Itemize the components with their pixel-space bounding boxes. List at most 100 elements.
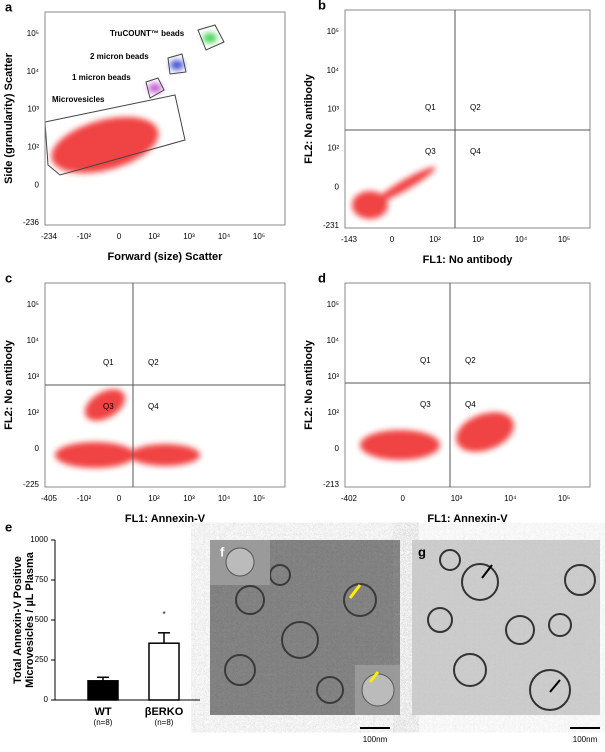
- y-axis-title: FL2: No antibody: [303, 339, 315, 430]
- quadrant-label: Q2: [465, 356, 476, 365]
- y-tick-label: 1000: [30, 535, 48, 544]
- y-tick-label: 10⁴: [327, 66, 340, 75]
- quadrant-label: Q1: [420, 356, 431, 365]
- y-tick-label: 0: [44, 695, 49, 704]
- y-tick-label: -225: [23, 480, 40, 489]
- y-tick-label: 0: [35, 180, 40, 189]
- y-tick-label: 0: [335, 182, 340, 191]
- gates: [44, 24, 225, 176]
- x-axis-title: FL1: Annexin-V: [427, 513, 508, 525]
- y-tick-label: 0: [335, 444, 340, 453]
- x-tick-label: 10³: [183, 494, 195, 503]
- x-tick-label: -143: [341, 235, 358, 244]
- y-tick-label: 750: [35, 575, 49, 584]
- y-tick-label: 10⁵: [327, 27, 339, 36]
- panel-letter: d: [318, 270, 326, 285]
- x-tick-label: 10⁴: [504, 494, 517, 503]
- plot-frame: [344, 282, 591, 488]
- quadrant-label: Q4: [470, 147, 481, 156]
- quadrant-label: Q4: [148, 402, 159, 411]
- y-axis-title: Microvesicles / µL Plasma: [24, 551, 36, 688]
- quadrant-label: Q3: [103, 402, 114, 411]
- x-tick-label: 0: [390, 235, 395, 244]
- y-tick-label: 10⁴: [327, 336, 340, 345]
- plot-frame: [344, 9, 591, 229]
- x-tick-label: 10²: [148, 232, 160, 241]
- y-tick-label: 500: [35, 615, 49, 624]
- y-tick-label: 10³: [327, 372, 339, 381]
- x-tick-label: 10⁴: [218, 494, 231, 503]
- panel-letter: b: [318, 0, 326, 12]
- x-axis-title: FL1: No antibody: [423, 254, 514, 266]
- x-tick-label: 10⁴: [515, 235, 528, 244]
- x-tick-label: 10⁵: [253, 494, 265, 503]
- panel-letter: a: [5, 0, 13, 14]
- x-tick-label: -234: [41, 232, 58, 241]
- x-tick-label: 10²: [429, 235, 441, 244]
- panel-letter: f: [220, 544, 225, 559]
- y-tick-label: 10⁴: [27, 336, 40, 345]
- scatter-cloud: [51, 33, 514, 468]
- quadrant-label: Q2: [148, 358, 159, 367]
- x-tick-label: 10⁵: [253, 232, 265, 241]
- x-tick-label: 0: [117, 232, 122, 241]
- quadrant-label: Q1: [103, 358, 114, 367]
- significance-mark: *: [162, 610, 165, 619]
- y-tick-label: 10³: [327, 105, 339, 114]
- panel-letter: c: [5, 270, 12, 285]
- quadrant-label: Q3: [420, 400, 431, 409]
- gate-label: 2 micron beads: [90, 52, 149, 61]
- x-tick-label: βERKO: [145, 706, 184, 718]
- x-tick-label: 10⁴: [218, 232, 231, 241]
- y-tick-label: 10⁴: [27, 67, 40, 76]
- y-tick-label: 10⁵: [327, 300, 339, 309]
- plot-frame: [44, 11, 286, 226]
- x-tick-label: -405: [41, 494, 58, 503]
- x-tick-label: 10³: [183, 232, 195, 241]
- category-note: (n=8): [94, 718, 113, 727]
- x-tick-label: 10²: [148, 494, 160, 503]
- category-note: (n=8): [155, 718, 174, 727]
- y-tick-label: 10²: [327, 408, 339, 417]
- y-axis-title: FL2: No antibody: [303, 73, 315, 164]
- y-tick-label: -213: [323, 480, 340, 489]
- x-axis-title: FL1: Annexin-V: [125, 513, 206, 525]
- panel-letter: e: [5, 519, 12, 534]
- x-axis-title: Forward (size) Scatter: [108, 251, 224, 263]
- y-axis-title: Side (granularity) Scatter: [3, 52, 15, 184]
- bar: [148, 642, 180, 701]
- quadrant-label: Q3: [425, 147, 436, 156]
- y-tick-label: 10²: [327, 144, 339, 153]
- y-axis-title: Total Annexin-V Positive: [12, 556, 24, 684]
- y-tick-label: 10³: [27, 372, 39, 381]
- y-tick-label: 0: [35, 444, 40, 453]
- y-tick-label: -231: [323, 221, 340, 230]
- y-tick-label: 10²: [27, 408, 39, 417]
- y-tick-label: 10⁵: [27, 300, 39, 309]
- gate-label: TruCOUNT™ beads: [110, 29, 185, 38]
- scale-bar-label: 100nm: [363, 735, 388, 744]
- x-tick-label: WT: [94, 706, 111, 718]
- x-tick-label: 10⁵: [558, 235, 570, 244]
- x-tick-label: -10²: [77, 494, 92, 503]
- y-axis-title: FL2: No antibody: [3, 339, 15, 430]
- x-tick-label: 10⁵: [558, 494, 570, 503]
- x-tick-label: -10²: [77, 232, 92, 241]
- panel-letter: g: [418, 544, 426, 559]
- y-tick-label: -236: [23, 218, 40, 227]
- scale-bar-label: 100nm: [573, 735, 598, 744]
- y-tick-label: 10³: [27, 105, 39, 114]
- x-tick-label: 10³: [451, 494, 463, 503]
- x-tick-label: 10³: [472, 235, 484, 244]
- x-tick-label: 0: [401, 494, 406, 503]
- gate-label: 1 micron beads: [72, 73, 131, 82]
- x-tick-label: -402: [341, 494, 358, 503]
- gate-label: Microvesicles: [52, 95, 105, 104]
- bar: [87, 680, 119, 701]
- x-tick-label: 0: [117, 494, 122, 503]
- micrograph: [210, 540, 600, 729]
- y-tick-label: 10²: [27, 143, 39, 152]
- y-tick-label: 10⁵: [27, 29, 39, 38]
- quadrant-label: Q1: [425, 103, 436, 112]
